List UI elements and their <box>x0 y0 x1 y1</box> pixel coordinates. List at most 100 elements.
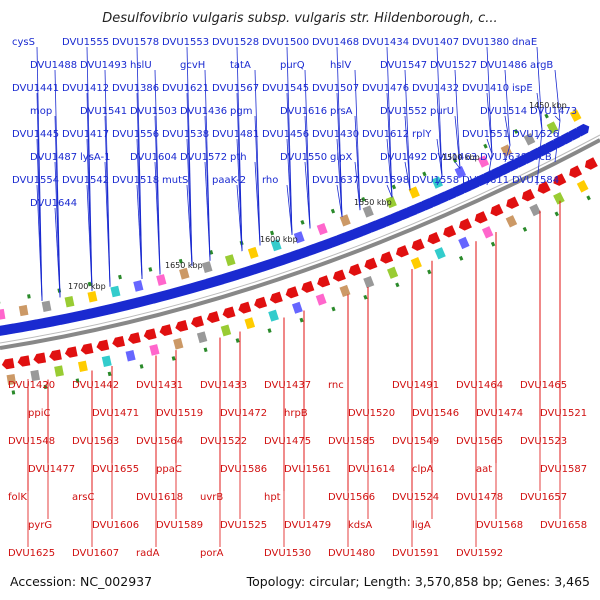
gene-arrow-reverse <box>427 231 441 245</box>
cog-color-block <box>270 239 303 314</box>
kbp-label-1550: 1550 kbp <box>354 198 392 207</box>
position-tick <box>330 208 368 300</box>
gene-label-top: DVU1417 <box>62 129 109 140</box>
gene-label-top: crcB <box>530 152 552 163</box>
cog-color-block <box>179 267 208 344</box>
gene-connector-top <box>336 138 343 217</box>
gene-label-top: pgm <box>230 106 252 117</box>
gene-label-top: DVU1555 <box>62 37 109 48</box>
cog-color-block <box>477 155 518 228</box>
gene-label-top: DVU1456 <box>262 129 309 140</box>
gene-label-layer: cysS DVU1555 DVU1578 DVU1553 DVU1528 DVU1500 D… <box>8 37 587 559</box>
gene-arrow-reverse <box>490 203 504 217</box>
gene-arrow-reverse <box>33 352 47 364</box>
gene-label-bottom: DVU1478 <box>456 492 503 503</box>
cog-color-block <box>110 285 136 362</box>
gene-connector-top <box>486 46 493 154</box>
gene-label-bottom: DVU1522 <box>200 436 247 447</box>
gene-label-top: DVU1552 <box>380 106 427 117</box>
gene-label-top: DVU1550 <box>280 152 327 163</box>
gene-label-bottom: DVU1437 <box>264 380 311 391</box>
gene-arrow-reverse <box>238 301 252 314</box>
cog-color-block <box>339 214 375 289</box>
gene-connector-top <box>504 115 511 146</box>
gene-arrow-reverse <box>301 280 315 293</box>
gene-connector-top <box>86 184 93 291</box>
gene-arrow-reverse <box>380 251 394 264</box>
backbone-highlight <box>0 134 600 344</box>
position-tick <box>148 267 176 361</box>
gene-connector-top <box>436 176 443 186</box>
gene-label-top: DVU1514 <box>480 106 527 117</box>
gene-connector-top <box>554 115 561 122</box>
gene-label-bottom: DVU1655 <box>92 464 139 475</box>
gene-label-top: DVU1598 <box>362 175 409 186</box>
gene-arrow-reverse <box>206 311 220 323</box>
gene-arrow-reverse <box>332 269 346 282</box>
gene-connector-top <box>136 138 143 280</box>
gene-label-top: prsA <box>330 106 353 117</box>
cog-color-block <box>224 254 256 330</box>
gene-label-bottom: DVU1520 <box>348 408 395 419</box>
gene-label-top: rplY <box>412 129 432 140</box>
gene-label-top: mutS <box>162 175 188 186</box>
genome-backbone <box>0 138 600 350</box>
position-tick <box>513 128 559 217</box>
gene-connector-top <box>536 46 543 130</box>
gene-label-top: DVU1556 <box>112 129 159 140</box>
gene-label-top: mop <box>30 106 52 117</box>
gene-connector-top <box>536 129 543 186</box>
gene-connector-top <box>336 184 343 217</box>
gene-connector-top <box>404 161 411 191</box>
gene-label-top: dnaE <box>512 37 537 48</box>
gene-arrow-reverse <box>112 336 126 348</box>
gene-label-top: hslV <box>330 60 351 71</box>
cog-color-block <box>546 121 589 193</box>
gene-arrow-reverse <box>159 324 173 336</box>
gene-label-bottom: DVU1564 <box>136 436 183 447</box>
position-tick <box>27 294 48 390</box>
accession-text: Accession: NC_002937 <box>10 574 152 589</box>
gene-label-top: paaK-2 <box>212 175 246 186</box>
gene-label-top: DVU1612 <box>362 129 409 140</box>
position-tick <box>269 230 304 323</box>
gene-connector-top <box>554 120 561 163</box>
gene-label-top: DVU1386 <box>112 83 159 94</box>
gene-arrow-reverse <box>364 257 378 270</box>
gene-label-bottom: DVU1548 <box>8 436 55 447</box>
gene-connector-top <box>186 138 193 266</box>
gene-arrow-reverse <box>175 320 189 332</box>
gene-label-top: DVU1528 <box>212 37 259 48</box>
gene-connector-top <box>186 184 193 266</box>
gene-label-bottom: DVU1561 <box>284 464 331 475</box>
kbp-label-1500: 1500 kbp <box>442 153 480 162</box>
position-tick <box>178 258 208 353</box>
gene-label-bottom: ppaC <box>156 464 182 475</box>
gene-label-bottom: porA <box>200 548 224 559</box>
gene-connector-top <box>236 138 243 252</box>
gene-connector-top <box>286 138 293 235</box>
gene-label-bottom: ppiC <box>28 408 50 419</box>
gene-connector-top <box>54 207 61 298</box>
gene-label-top: DVU1554 <box>12 175 59 186</box>
gene-label-top: DVU1503 <box>130 106 177 117</box>
position-tick <box>300 219 336 312</box>
gene-label-bottom: DVU1480 <box>328 548 375 559</box>
gene-connector-top <box>154 161 161 275</box>
gene-label-bottom: DVU1606 <box>92 520 139 531</box>
gene-label-top: argB <box>530 60 553 71</box>
position-tick <box>452 157 496 247</box>
gene-label-top: cysS <box>12 37 35 48</box>
gene-connector-top <box>536 92 543 130</box>
gene-connector-top <box>386 92 393 198</box>
gene-label-bottom: DVU1471 <box>92 408 139 419</box>
gene-label-top: DVU1500 <box>262 37 309 48</box>
gene-arrow-reverse <box>17 355 31 367</box>
cog-color-block <box>41 300 64 377</box>
gene-arrow-forward <box>576 123 590 137</box>
gene-label-bottom: DVU1475 <box>264 436 311 447</box>
map-title: Desulfovibrio vulgaris subsp. vulgaris s… <box>102 11 497 26</box>
gene-label-bottom: hrpB <box>284 408 308 419</box>
gene-arrow-reverse <box>443 225 457 238</box>
